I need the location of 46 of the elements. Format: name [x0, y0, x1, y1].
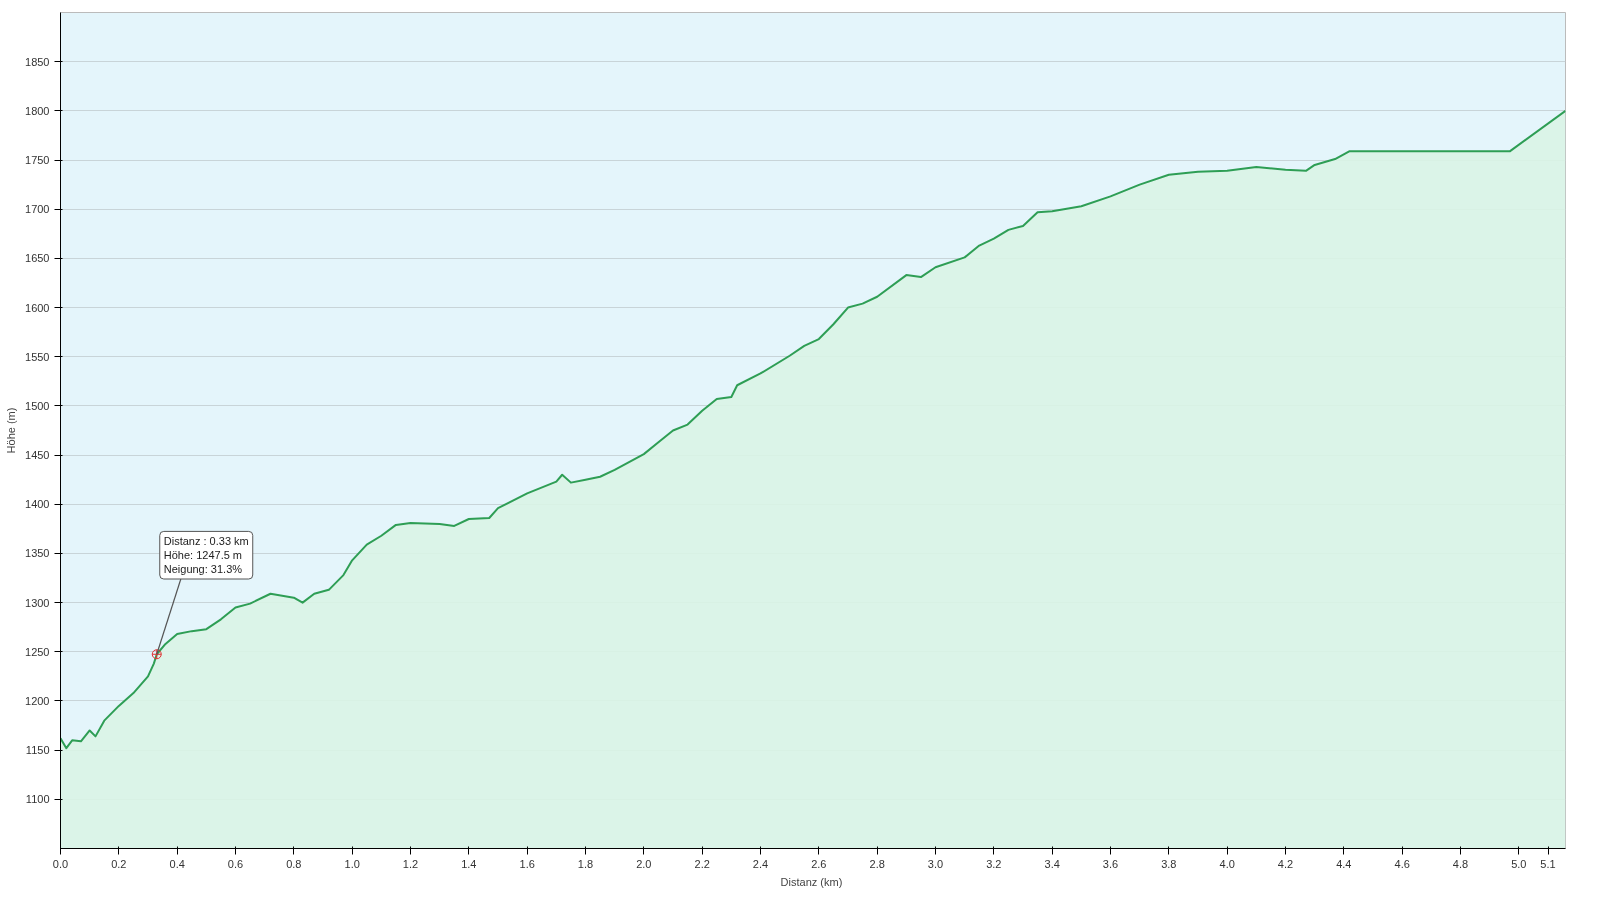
x-tick-label: 1.6: [519, 857, 535, 870]
x-tick-label: 0.8: [286, 857, 302, 870]
x-tick-label: 3.0: [927, 857, 944, 870]
x-tick-label: 1.0: [344, 857, 360, 870]
y-tick-label: 1100: [25, 793, 50, 806]
x-tick-label: 2.4: [752, 857, 769, 870]
x-tick-label: 0.2: [111, 857, 127, 870]
y-tick-label: 1850: [25, 55, 50, 68]
x-tick-label: 4.4: [1336, 857, 1352, 870]
x-tick-label: 4.6: [1394, 857, 1410, 870]
y-tick-label: 1700: [25, 203, 50, 216]
y-tick-label: 1250: [25, 645, 50, 658]
x-tick-label: 5.0: [1511, 857, 1527, 870]
x-tick-label: 4.2: [1277, 857, 1294, 870]
x-tick-label: 1.8: [577, 857, 594, 870]
x-tick-label: 3.6: [1102, 857, 1119, 870]
x-tick-label: 4.0: [1219, 857, 1235, 870]
x-tick-label: 2.0: [636, 857, 652, 870]
x-tick-label: 2.6: [811, 857, 827, 870]
x-tick-label: 2.2: [694, 857, 710, 870]
y-tick-label: 1450: [25, 449, 50, 462]
x-tick-label: 3.8: [1161, 857, 1177, 870]
annotation: Distanz : 0.33 km Höhe: 1247.5 m Neigung: 31.3%: [163, 535, 249, 576]
y-tick-label: 1150: [25, 744, 50, 757]
x-tick-label: 3.4: [1044, 857, 1060, 870]
y-tick-label: 1600: [25, 301, 50, 314]
y-tick-label: 1550: [25, 350, 50, 363]
x-tick-label: 0.6: [227, 857, 244, 870]
x-tick-label: 2.8: [869, 857, 885, 870]
y-tick-label: 1400: [25, 498, 50, 511]
y-axis-title: Höhe (m): [5, 407, 18, 454]
x-tick-label: 1.4: [461, 857, 477, 870]
x-axis-title: Distanz (km): [780, 875, 843, 888]
x-tick-label: 5.1: [1540, 857, 1556, 870]
x-tick-label: 3.2: [986, 857, 1002, 870]
x-tick-label: 4.8: [1452, 857, 1469, 870]
y-tick-label: 1200: [25, 694, 50, 707]
x-tick-label: 0.4: [169, 857, 185, 870]
x-tick-label: 1.2: [402, 857, 419, 870]
y-tick-label: 1300: [25, 596, 50, 609]
y-tick-label: 1500: [25, 399, 50, 412]
y-tick-label: 1800: [25, 104, 50, 117]
x-tick-label: 0.0: [52, 857, 69, 870]
y-tick-label: 1750: [25, 154, 50, 167]
y-tick-label: 1350: [25, 547, 50, 560]
y-tick-label: 1650: [25, 252, 50, 265]
